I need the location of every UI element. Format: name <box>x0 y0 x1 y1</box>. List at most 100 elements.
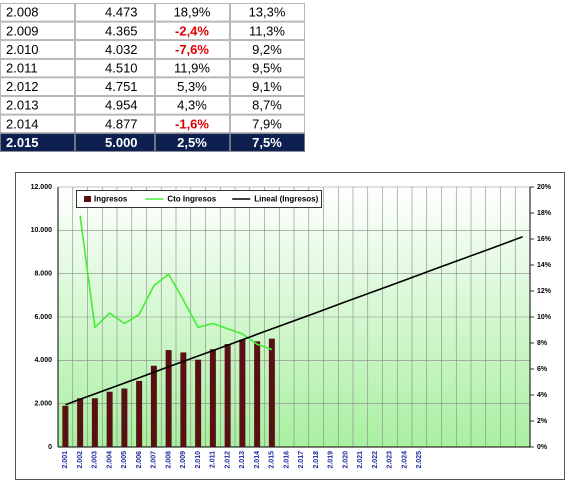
line-series <box>65 236 523 406</box>
x-tick-label: 2.004 <box>106 451 113 469</box>
cell-border <box>75 58 155 78</box>
y2-tick-label: 14% <box>537 262 552 269</box>
cell-border <box>230 58 305 78</box>
y-tick-label: 10.000 <box>31 227 53 234</box>
cell-border <box>75 77 155 96</box>
table-cell: 4.510 <box>105 61 138 76</box>
bar <box>165 350 172 447</box>
y-tick-label: 8.000 <box>34 271 52 278</box>
bar <box>62 405 69 447</box>
bar <box>239 339 246 447</box>
table-cell: -1,6% <box>175 116 209 131</box>
y2-tick-label: 18% <box>537 210 552 217</box>
table-cell: 2.015 <box>6 135 39 150</box>
x-tick-label: 2.019 <box>328 451 335 469</box>
cell-border <box>0 58 75 78</box>
table-cell: 7,9% <box>252 116 282 131</box>
cell-border <box>155 3 230 22</box>
table-cell: 2.008 <box>6 5 39 20</box>
y-tick-label: 6.000 <box>34 314 52 321</box>
cell-border <box>155 133 230 152</box>
table-cell: 4.751 <box>105 79 138 94</box>
table-cell: 18,9% <box>174 5 211 20</box>
x-tick-label: 2.008 <box>165 451 172 469</box>
cell-border <box>230 77 305 96</box>
table-cell: 4.877 <box>105 116 138 131</box>
y-tick-label: 4.000 <box>34 357 52 364</box>
cell-border <box>0 96 75 115</box>
table-cell: 2.012 <box>6 79 39 94</box>
cell-border <box>155 96 230 115</box>
legend-label: Cto Ingresos <box>167 195 216 204</box>
cell-border <box>230 3 305 22</box>
y2-tick-label: 12% <box>537 288 552 295</box>
x-tick-label: 2.022 <box>372 451 379 469</box>
bar <box>180 352 187 447</box>
table-cell: 13,3% <box>249 5 286 20</box>
bar <box>77 398 84 447</box>
table-cell: 7,5% <box>252 135 282 150</box>
x-tick-label: 2.007 <box>151 451 158 469</box>
row-highlight <box>0 133 305 152</box>
cell-border <box>155 40 230 59</box>
cell-border <box>0 114 75 134</box>
cell-border <box>0 133 75 152</box>
table-cell: 8,7% <box>252 98 282 113</box>
x-tick-label: 2.012 <box>224 451 231 469</box>
x-tick-label: 2.021 <box>357 451 364 469</box>
cell-border <box>75 133 155 152</box>
x-tick-label: 2.016 <box>283 451 290 469</box>
table-cell: 11,3% <box>249 23 285 38</box>
cell-border <box>0 40 75 59</box>
x-tick-label: 2.001 <box>62 451 69 469</box>
bar <box>150 365 157 447</box>
x-tick-label: 2.025 <box>416 451 423 469</box>
table-cell: 4.365 <box>105 23 138 38</box>
cell-border <box>230 133 305 152</box>
cell-border <box>230 114 305 134</box>
cell-border <box>75 21 155 41</box>
table-cell: 4.473 <box>105 5 138 20</box>
x-tick-label: 2.006 <box>136 451 143 469</box>
cell-border <box>0 21 75 41</box>
table-cell: 2.013 <box>6 98 39 113</box>
table-cell: -7,6% <box>175 42 209 57</box>
y-tick-label: 12.000 <box>31 184 53 191</box>
x-tick-label: 2.023 <box>387 451 394 469</box>
y-tick-label: 2.000 <box>34 401 52 408</box>
cell-border <box>230 40 305 59</box>
cell-border <box>155 77 230 96</box>
x-tick-label: 2.011 <box>210 451 217 468</box>
cell-border <box>75 114 155 134</box>
bar <box>91 398 98 447</box>
bar <box>268 338 275 447</box>
legend-label: Lineal (Ingresos) <box>254 195 318 204</box>
x-tick-label: 2.003 <box>92 451 99 469</box>
table-cell: 2.009 <box>6 23 39 38</box>
x-tick-label: 2.014 <box>254 451 261 469</box>
bar <box>136 380 143 447</box>
table-cell: 2.014 <box>6 116 39 131</box>
legend-label: Ingresos <box>94 195 128 204</box>
table-cell: -2,4% <box>175 23 209 38</box>
cell-border <box>155 21 230 41</box>
y2-tick-label: 4% <box>537 392 548 399</box>
cell-border <box>230 96 305 115</box>
y2-tick-label: 10% <box>537 314 552 321</box>
cell-border <box>75 96 155 115</box>
y2-tick-label: 16% <box>537 236 552 243</box>
y2-tick-label: 2% <box>537 418 548 425</box>
table-cell: 11,9% <box>174 61 210 76</box>
table-cell: 4,3% <box>177 98 207 113</box>
y2-tick-label: 20% <box>537 184 552 191</box>
table-cell: 5,3% <box>177 79 207 94</box>
bar <box>209 349 216 447</box>
table-cell: 4.032 <box>105 42 138 57</box>
table-cell: 9,1% <box>252 79 282 94</box>
table-cell: 2,5% <box>177 135 207 150</box>
x-tick-label: 2.005 <box>121 451 128 469</box>
bar <box>195 359 202 447</box>
table-cell: 5.000 <box>105 135 138 150</box>
